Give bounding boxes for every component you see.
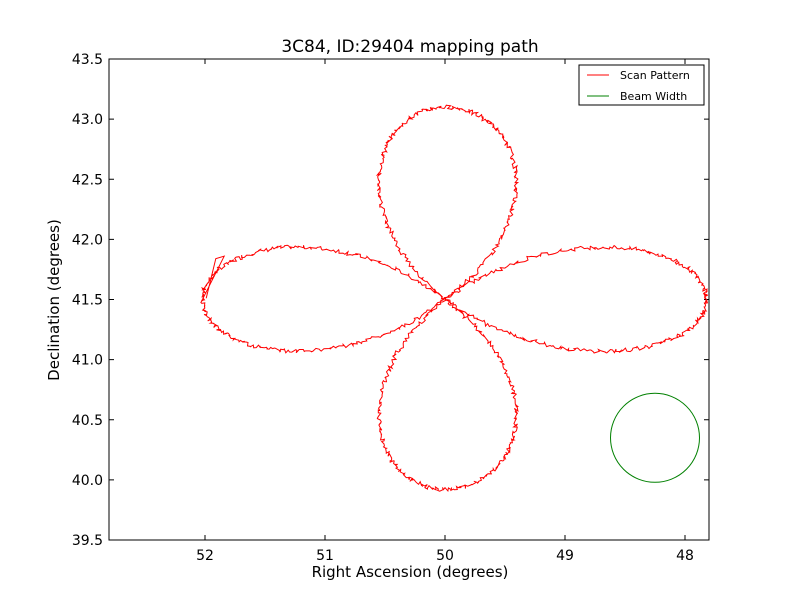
y-tick-label: 43.5 bbox=[72, 52, 103, 68]
legend-box bbox=[578, 64, 705, 106]
y-tick-label: 43.0 bbox=[72, 112, 103, 128]
y-tick-label: 39.5 bbox=[72, 533, 103, 549]
x-axis: 52 51 50 49 48 bbox=[196, 59, 694, 564]
y-tick-label: 41.0 bbox=[72, 353, 103, 369]
x-tick-label: 51 bbox=[316, 548, 334, 564]
y-tick-label: 42.5 bbox=[72, 172, 103, 188]
legend: Scan Pattern Beam Width bbox=[578, 64, 705, 106]
y-axis-label: Declination (degrees) bbox=[45, 219, 63, 381]
x-axis-label: Right Ascension (degrees) bbox=[312, 563, 509, 581]
x-tick-label: 50 bbox=[436, 548, 454, 564]
chart-title: 3C84, ID:29404 mapping path bbox=[281, 37, 538, 57]
x-tick-label: 48 bbox=[676, 548, 694, 564]
y-tick-label: 40.5 bbox=[72, 413, 103, 429]
y-tick-label: 42.0 bbox=[72, 232, 103, 248]
plot-area bbox=[108, 58, 710, 541]
y-axis: 39.5 40.0 40.5 41.0 41.5 42.0 42.5 43.0 43.5 bbox=[72, 52, 709, 549]
plot-frame bbox=[108, 58, 710, 541]
series-layer bbox=[200, 104, 709, 493]
x-tick-label: 52 bbox=[196, 548, 214, 564]
scan-pattern-line bbox=[200, 104, 709, 493]
beam-width-circle bbox=[610, 392, 700, 483]
legend-label-beam-width: Beam Width bbox=[620, 90, 687, 103]
y-tick-label: 41.5 bbox=[72, 293, 103, 309]
y-tick-label: 40.0 bbox=[72, 473, 103, 489]
x-tick-label: 49 bbox=[556, 548, 574, 564]
legend-label-scan-pattern: Scan Pattern bbox=[620, 69, 690, 82]
